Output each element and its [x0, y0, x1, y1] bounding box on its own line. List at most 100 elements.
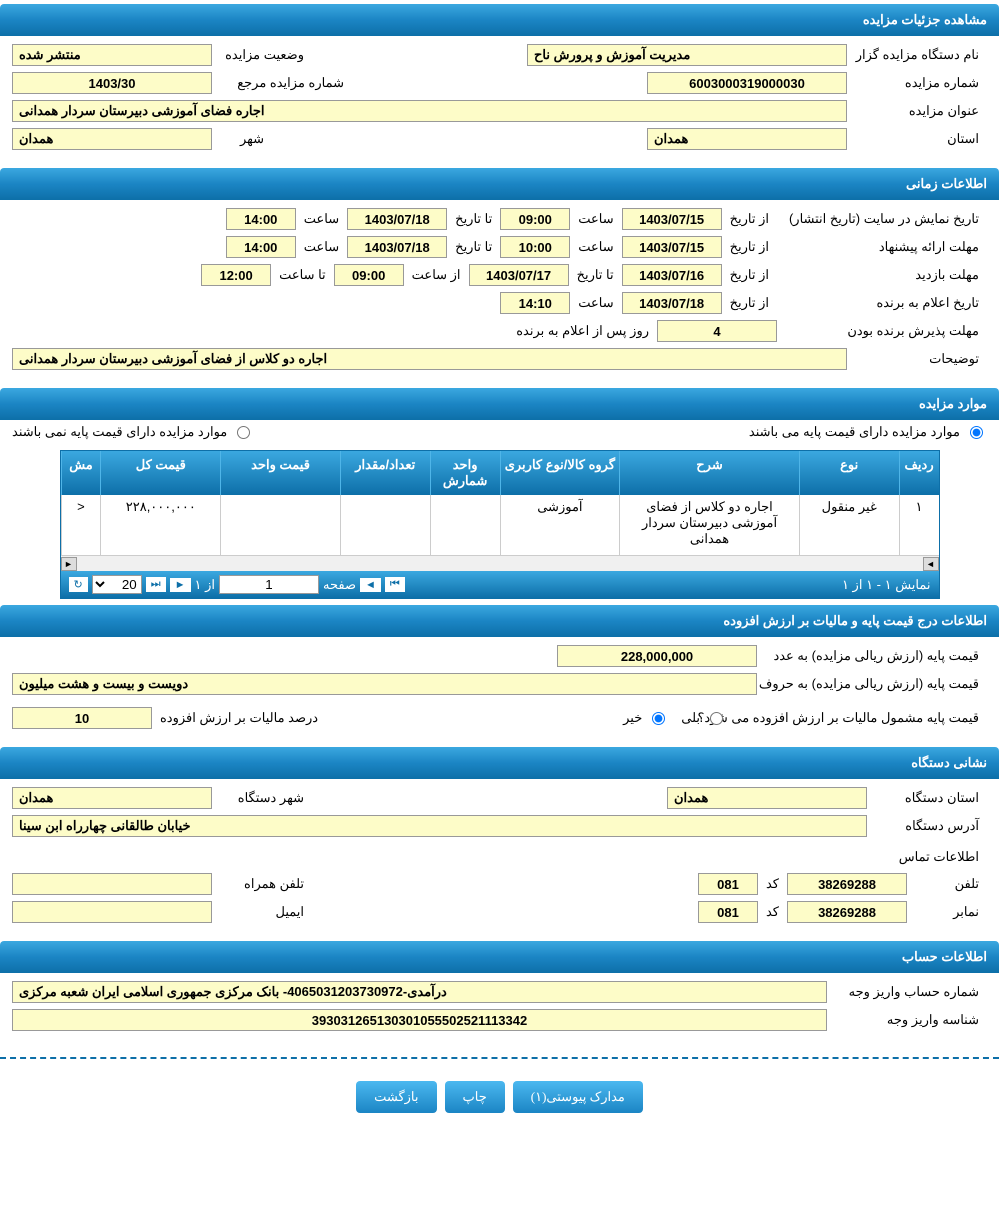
section-header-details: مشاهده جزئیات مزایده	[0, 4, 999, 36]
proposal-label: مهلت ارائه پیشنهاد	[777, 237, 987, 257]
section-body-time: تاریخ نمایش در سایت (تاریخ انتشار) از تا…	[0, 200, 999, 384]
pay-id-field: 393031265130301055502521113342	[12, 1009, 827, 1031]
ref-field: 1403/30	[12, 72, 212, 94]
attachments-button[interactable]: مدارک پیوستی(۱)	[513, 1081, 643, 1113]
print-button[interactable]: چاپ	[445, 1081, 505, 1113]
cell-tedad	[340, 495, 430, 555]
addr-city-field: همدان	[12, 787, 212, 809]
visit-from-time-field: 09:00	[334, 264, 404, 286]
radio-no-price[interactable]	[237, 426, 250, 439]
cell-no: غیر منقول	[799, 495, 899, 555]
publish-to-time-field: 14:00	[226, 208, 296, 230]
addr-province-field: همدان	[667, 787, 867, 809]
items-radio-row: موارد مزایده دارای قیمت پایه می باشند مو…	[0, 420, 999, 444]
col-header-tedad: تعداد/مقدار	[340, 451, 430, 495]
section-body-address: استان دستگاه همدان شهر دستگاه همدان آدرس…	[0, 779, 999, 937]
contact-label: اطلاعات تماس	[891, 847, 987, 867]
cell-mash[interactable]: <	[61, 495, 101, 555]
radio-has-price[interactable]	[970, 426, 983, 439]
pager-size-select[interactable]: 20	[92, 575, 142, 594]
section-header-time: اطلاعات زمانی	[0, 168, 999, 200]
fax-code-field: 081	[698, 901, 758, 923]
radio-vat-no-label: خیر	[623, 710, 642, 726]
acc-no-label: شماره حساب واریز وجه	[827, 982, 987, 1002]
pager-prev-icon[interactable]: ◄	[360, 578, 381, 592]
province-label: استان	[847, 129, 987, 149]
desc-field: اجاره دو کلاس از فضای آموزشی دبیرستان سر…	[12, 348, 847, 370]
pager-page-input[interactable]	[219, 575, 319, 594]
addr-field: خیابان طالقانی چهارراه ابن سینا	[12, 815, 867, 837]
fax-field: 38269288	[787, 901, 907, 923]
base-num-label: قیمت پایه (ارزش ریالی مزایده) به عدد	[757, 646, 987, 666]
pager-last-icon[interactable]: ⏭	[146, 577, 166, 592]
grid-scrollbar[interactable]: ◄ ►	[61, 555, 939, 571]
button-row: مدارک پیوستی(۱) چاپ بازگشت	[0, 1071, 999, 1123]
hour-label-3: ساعت	[570, 237, 621, 257]
addr-province-label: استان دستگاه	[867, 788, 987, 808]
grid-header: ردیف نوع شرح گروه کالا/نوع کاربری واحد ش…	[61, 451, 939, 495]
proposal-from-time-field: 10:00	[500, 236, 570, 258]
city-label: شهر	[212, 129, 272, 149]
title-label: عنوان مزایده	[847, 101, 987, 121]
pager-first-icon[interactable]: ⏮	[385, 577, 405, 592]
from-date-label-3: از تاریخ	[722, 265, 777, 285]
addr-label: آدرس دستگاه	[867, 816, 987, 836]
visit-label: مهلت بازدید	[777, 265, 987, 285]
vat-pct-label: درصد مالیات بر ارزش افزوده	[152, 708, 326, 728]
tel-code-label: کد	[758, 874, 787, 894]
org-label: نام دستگاه مزایده گزار	[847, 45, 987, 65]
radio-vat-no[interactable]	[652, 712, 665, 725]
proposal-to-date-field: 1403/07/18	[347, 236, 447, 258]
proposal-from-date-field: 1403/07/15	[622, 236, 722, 258]
table-row[interactable]: ۱ غیر منقول اجاره دو کلاس از فضای آموزشی…	[61, 495, 939, 555]
acc-no-field: درآمدی-4065031203730972- بانک مرکزی جمهو…	[12, 981, 827, 1003]
hour-label-5: ساعت	[570, 293, 621, 313]
pager-refresh-icon[interactable]: ↻	[69, 577, 88, 592]
visit-to-time-field: 12:00	[201, 264, 271, 286]
accept-suffix: روز پس از اعلام به برنده	[508, 321, 657, 341]
fax-code-label: کد	[758, 902, 787, 922]
tel-label: تلفن	[907, 874, 987, 894]
mobile-label: تلفن همراه	[212, 874, 312, 894]
to-hour-label: تا ساعت	[271, 265, 334, 285]
cell-gheymat-kol: ۲۲۸,۰۰۰,۰۰۰	[100, 495, 220, 555]
scroll-left-icon[interactable]: ◄	[923, 557, 939, 571]
publish-from-date-field: 1403/07/15	[622, 208, 722, 230]
status-field: منتشر شده	[12, 44, 212, 66]
desc-label: توضیحات	[847, 349, 987, 369]
ref-label: شماره مزایده مرجع	[212, 73, 352, 93]
col-header-sharh: شرح	[619, 451, 799, 495]
to-date-label-1: تا تاریخ	[447, 209, 500, 229]
section-body-details: نام دستگاه مزایده گزار مدیریت آموزش و پر…	[0, 36, 999, 164]
pager-of-label: از ۱	[195, 577, 216, 593]
hour-label-4: ساعت	[296, 237, 347, 257]
cell-vahed	[430, 495, 500, 555]
radio-no-price-label: موارد مزایده دارای قیمت پایه نمی باشند	[12, 424, 227, 440]
accept-days-field: 4	[657, 320, 777, 342]
cell-sharh: اجاره دو کلاس از فضای آموزشی دبیرستان سر…	[619, 495, 799, 555]
from-hour-label: از ساعت	[404, 265, 469, 285]
cell-radif: ۱	[899, 495, 939, 555]
publish-label: تاریخ نمایش در سایت (تاریخ انتشار)	[777, 209, 987, 229]
section-header-address: نشانی دستگاه	[0, 747, 999, 779]
scroll-right-icon[interactable]: ►	[61, 557, 77, 571]
col-header-mash: مش	[61, 451, 101, 495]
pager-page-label: صفحه	[323, 577, 356, 593]
col-header-gheymat-vahed: قیمت واحد	[220, 451, 340, 495]
section-header-account: اطلاعات حساب	[0, 941, 999, 973]
radio-vat-yes[interactable]	[710, 712, 723, 725]
pager-next-icon[interactable]: ►	[170, 578, 191, 592]
to-date-label-3: تا تاریخ	[569, 265, 622, 285]
publish-to-date-field: 1403/07/18	[347, 208, 447, 230]
pager-display: نمایش ۱ - ۱ از ۱	[842, 577, 931, 593]
back-button[interactable]: بازگشت	[356, 1081, 436, 1113]
from-date-label: از تاریخ	[722, 209, 777, 229]
email-field	[12, 901, 212, 923]
addr-city-label: شهر دستگاه	[212, 788, 312, 808]
section-header-items: موارد مزایده	[0, 388, 999, 420]
tel-code-field: 081	[698, 873, 758, 895]
fax-label: نمابر	[907, 902, 987, 922]
base-word-field: دویست و بیست و هشت میلیون	[12, 673, 757, 695]
email-label: ایمیل	[212, 902, 312, 922]
from-date-label-2: از تاریخ	[722, 237, 777, 257]
